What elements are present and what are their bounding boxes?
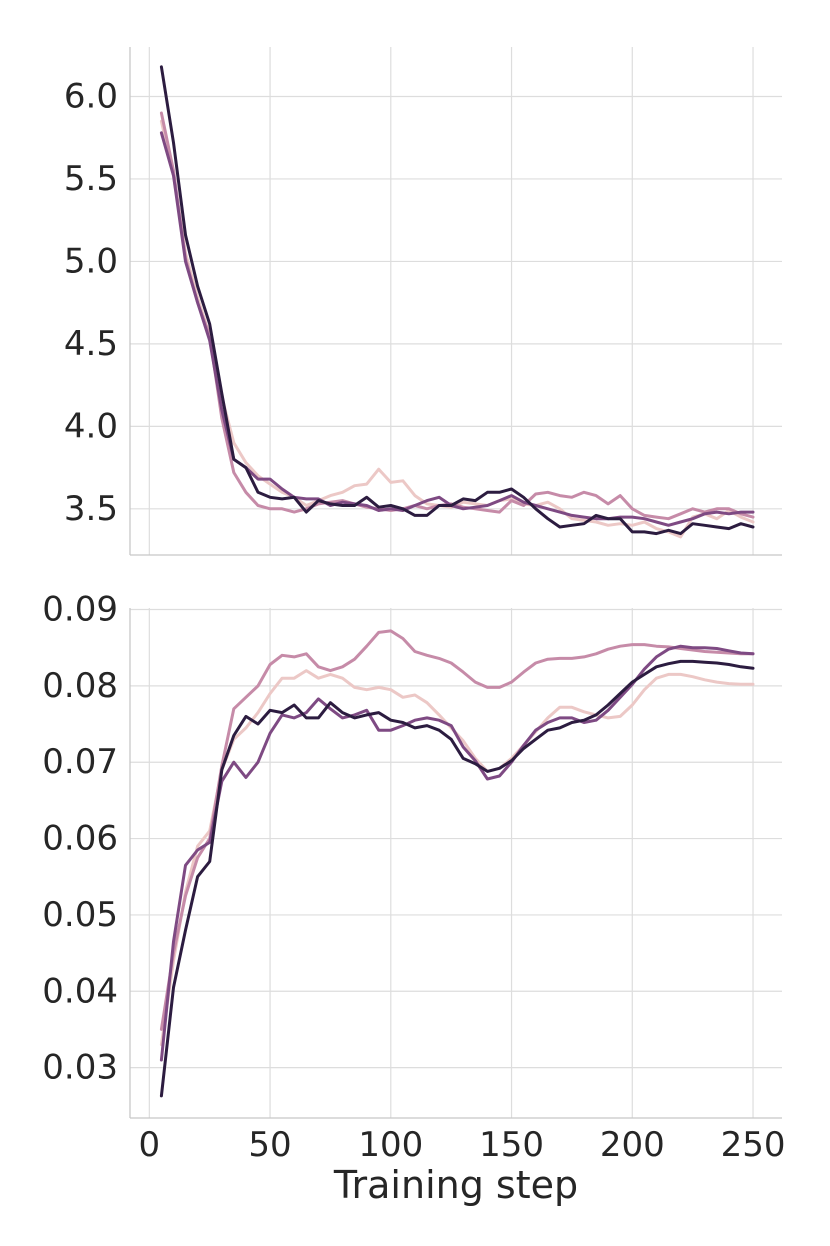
series-line-4 — [159, 65, 755, 536]
y-tick-label: 6.0 — [64, 76, 118, 116]
top-panel: 3.5 4.0 4.5 5.0 5.5 6.0 — [64, 47, 782, 556]
y-tick-label: 0.06 — [42, 819, 118, 859]
x-axis-title: Training step — [333, 1163, 578, 1207]
y-tick-label: 0.07 — [42, 742, 118, 782]
x-tick-label: 200 — [600, 1125, 665, 1165]
x-tick-label: 50 — [248, 1125, 291, 1165]
y-tick-label: 4.5 — [64, 324, 118, 364]
y-tick-label: 4.0 — [64, 406, 118, 446]
y-tick-label: 0.08 — [42, 666, 118, 706]
y-tick-label: 5.0 — [64, 241, 118, 281]
y-tick-label: 0.03 — [42, 1048, 118, 1088]
series-line-2 — [159, 629, 755, 1031]
series-line-3 — [159, 644, 755, 1062]
y-tick-label: 0.05 — [42, 895, 118, 935]
x-tick-label: 100 — [358, 1125, 423, 1165]
bottom-panel: 0.03 0.04 0.05 0.06 0.07 0.08 0.09 0 50 100 150 200… — [42, 590, 785, 1207]
y-tick-label: 3.5 — [64, 489, 118, 529]
series-line-3 — [159, 131, 755, 527]
series-line-1 — [159, 669, 755, 1047]
y-tick-label: 5.5 — [64, 159, 118, 199]
y-tick-label: 0.09 — [42, 590, 118, 630]
series-line-4 — [159, 659, 755, 1098]
x-tick-label: 150 — [479, 1125, 544, 1165]
x-tick-label: 0 — [138, 1125, 160, 1165]
y-tick-label: 0.04 — [42, 971, 118, 1011]
series-line-2 — [159, 111, 755, 521]
x-tick-label: 250 — [721, 1125, 786, 1165]
